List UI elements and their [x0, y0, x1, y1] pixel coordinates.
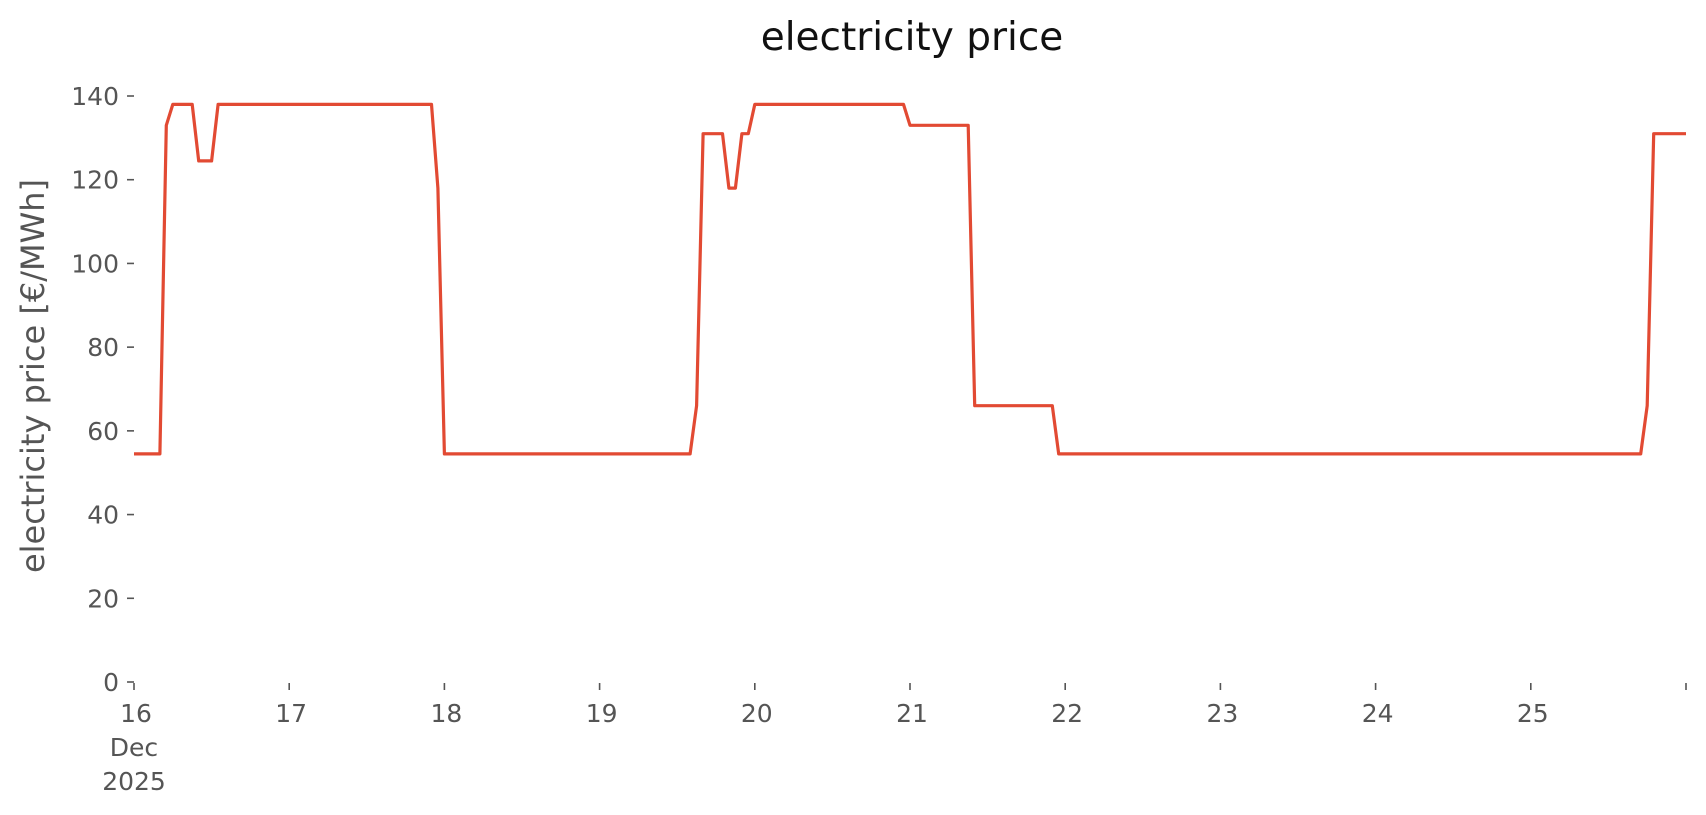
x-tick-label: 16 [120, 699, 152, 728]
x-tick-label: 21 [896, 699, 928, 728]
x-tick-label: 24 [1362, 699, 1394, 728]
x-tick-label: 18 [430, 699, 462, 728]
x-tick-label: Dec [110, 733, 158, 762]
x-tick-label: 22 [1051, 699, 1083, 728]
y-tick-label: 140 [71, 82, 119, 111]
x-tick-label: 23 [1206, 699, 1238, 728]
x-tick-label: 20 [741, 699, 773, 728]
price-series-line [134, 102, 1686, 456]
chart-title: electricity price [761, 15, 1064, 60]
x-tick-label: 2025 [102, 767, 166, 796]
y-tick-label: 0 [103, 668, 119, 697]
y-tick-label: 60 [87, 417, 119, 446]
y-tick-label: 120 [71, 166, 119, 195]
x-tick-label: 17 [275, 699, 307, 728]
x-tick-label: 25 [1517, 699, 1549, 728]
x-tick-label: 19 [586, 699, 618, 728]
y-tick-label: 100 [71, 249, 119, 278]
y-axis-title: electricity price [€/MWh] [14, 179, 52, 573]
x-axis: 16 Dec 2025 17 18 19 20 21 22 23 24 25 [102, 683, 1687, 796]
series-layer [134, 102, 1686, 456]
y-tick-label: 80 [87, 333, 119, 362]
y-axis: 0 20 40 60 80 100 120 140 [71, 82, 134, 697]
y-tick-label: 20 [87, 584, 119, 613]
y-tick-label: 40 [87, 501, 119, 530]
